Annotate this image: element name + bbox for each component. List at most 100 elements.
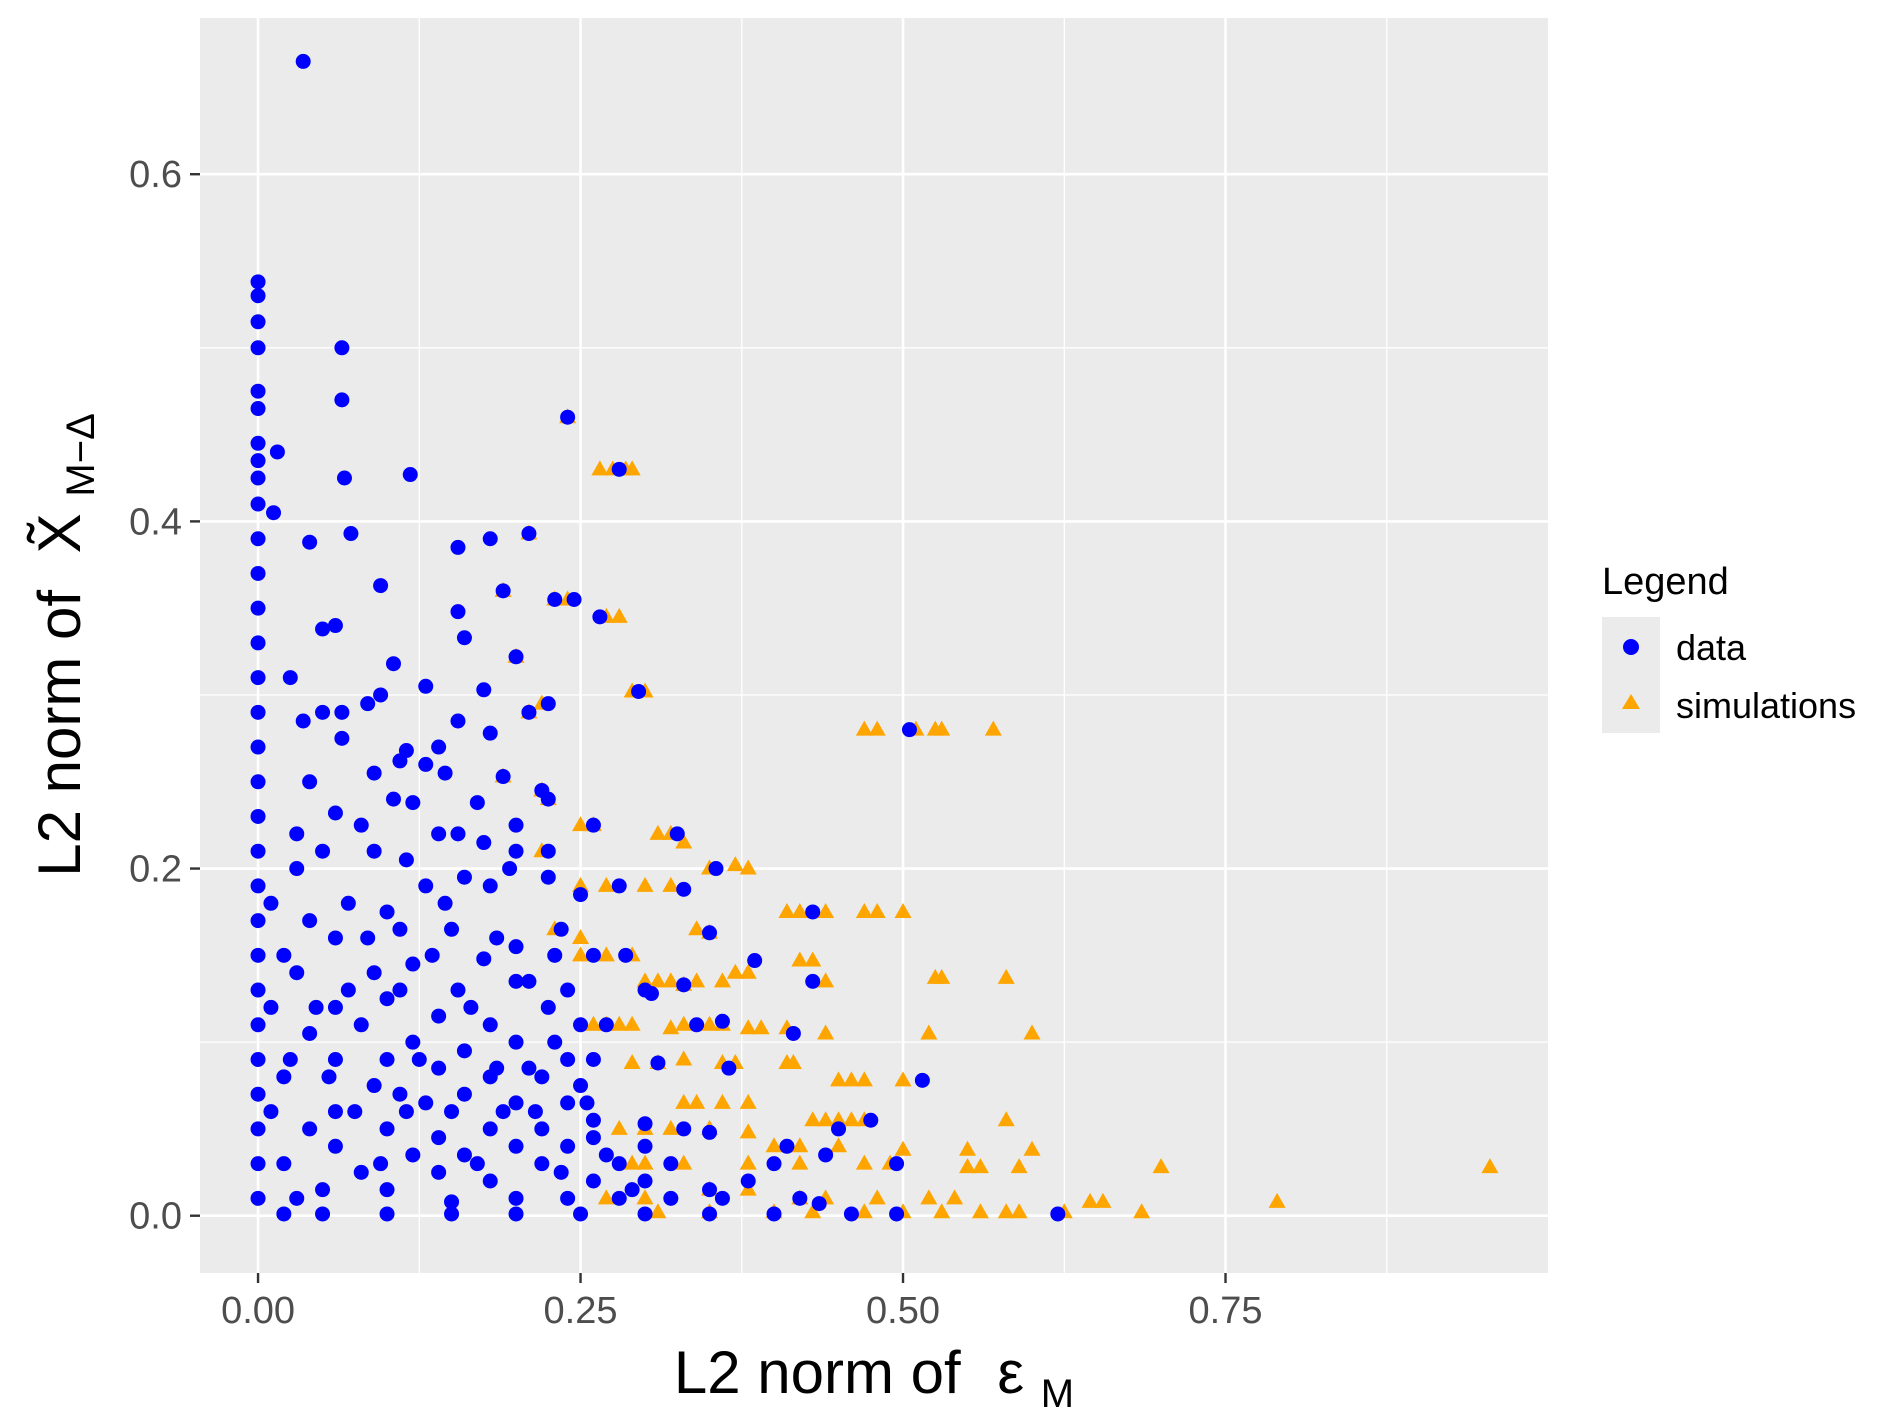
data-point [811, 1196, 827, 1212]
data-point [482, 531, 498, 547]
data-point [495, 1104, 511, 1120]
data-point [766, 1206, 782, 1222]
data-point [392, 982, 408, 998]
data-point [740, 1173, 756, 1189]
data-point [508, 1190, 524, 1206]
simulation-point [675, 1154, 693, 1170]
data-point [250, 401, 266, 417]
data-point [502, 861, 518, 877]
data-point [289, 826, 305, 842]
data-point [431, 1060, 447, 1076]
data-point [437, 765, 453, 781]
data-point [250, 808, 266, 824]
data-point [489, 1060, 505, 1076]
legend-label-data: data [1676, 627, 1747, 668]
simulation-point [791, 951, 809, 967]
data-point [302, 534, 318, 550]
simulation-point [830, 1111, 848, 1127]
data-point [482, 1121, 498, 1137]
data-point [431, 1008, 447, 1024]
data-point [366, 843, 382, 859]
data-point [385, 656, 401, 672]
data-point [547, 1034, 563, 1050]
data-point [327, 930, 343, 946]
data-point [663, 1190, 679, 1206]
data-point [611, 461, 627, 477]
data-point [611, 1156, 627, 1172]
simulation-point [830, 1137, 848, 1153]
simulation-point [675, 1093, 693, 1109]
data-point [250, 1190, 266, 1206]
data-point [592, 609, 608, 625]
simulation-point [591, 460, 609, 476]
simulation-point [1268, 1192, 1286, 1208]
simulation-point [817, 1111, 835, 1127]
data-point [405, 956, 421, 972]
data-point [289, 965, 305, 981]
data-point [302, 1025, 318, 1041]
data-point [379, 1051, 395, 1067]
data-point [340, 982, 356, 998]
data-point [785, 1025, 801, 1041]
data-point [431, 1130, 447, 1146]
data-point [450, 982, 466, 998]
simulation-point [713, 972, 731, 988]
simulation-point [572, 876, 590, 892]
data-point [250, 739, 266, 755]
data-point [295, 713, 311, 729]
data-point [508, 973, 524, 989]
data-point [482, 725, 498, 741]
data-point [792, 1190, 808, 1206]
data-point [650, 1055, 666, 1071]
y-axis-title-symbol: X̃ [26, 513, 93, 553]
data-point [637, 1206, 653, 1222]
data-point [250, 1017, 266, 1033]
data-point [534, 1156, 550, 1172]
data-point [521, 1060, 537, 1076]
legend-key-simulations [1622, 694, 1640, 709]
simulation-point [817, 972, 835, 988]
data-point [489, 930, 505, 946]
data-point [534, 1069, 550, 1085]
data-point [250, 1086, 266, 1102]
simulation-point [804, 951, 822, 967]
data-point [250, 1121, 266, 1137]
simulation-point [1010, 1158, 1028, 1174]
x-tick-label: 0.00 [221, 1290, 295, 1332]
data-point [263, 999, 279, 1015]
data-point [444, 1206, 460, 1222]
simulation-point [1010, 1203, 1028, 1219]
legend-title: Legend [1602, 561, 1729, 603]
data-point [508, 1206, 524, 1222]
y-axis-title: L2 norm of X̃ M−Δ [26, 413, 103, 877]
data-point [889, 1156, 905, 1172]
simulation-point [984, 720, 1002, 736]
axis-ticks: 0.00 0.25 0.50 0.75 0.0 0.2 0.4 0.6 [129, 154, 1262, 1332]
data-point [560, 1095, 576, 1111]
data-point [508, 1034, 524, 1050]
data-point [779, 1138, 795, 1154]
data-point [250, 340, 266, 356]
data-point [508, 817, 524, 833]
data-point [540, 869, 556, 885]
data-point [347, 1104, 363, 1120]
x-tick-label: 0.75 [1189, 1290, 1263, 1332]
data-point [418, 1095, 434, 1111]
data-point [469, 795, 485, 811]
data-point [495, 583, 511, 599]
simulation-point [597, 1189, 615, 1205]
data-point [353, 817, 369, 833]
simulation-point [765, 1137, 783, 1153]
data-point [585, 817, 601, 833]
simulation-point [1094, 1192, 1112, 1208]
data-point [889, 1206, 905, 1222]
data-point [385, 791, 401, 807]
data-point [469, 1156, 485, 1172]
data-point [321, 1069, 337, 1085]
simulation-point [610, 1119, 628, 1135]
data-point [914, 1072, 930, 1088]
data-point [818, 1147, 834, 1163]
data-point [282, 1051, 298, 1067]
data-point [573, 887, 589, 903]
data-point [334, 340, 350, 356]
